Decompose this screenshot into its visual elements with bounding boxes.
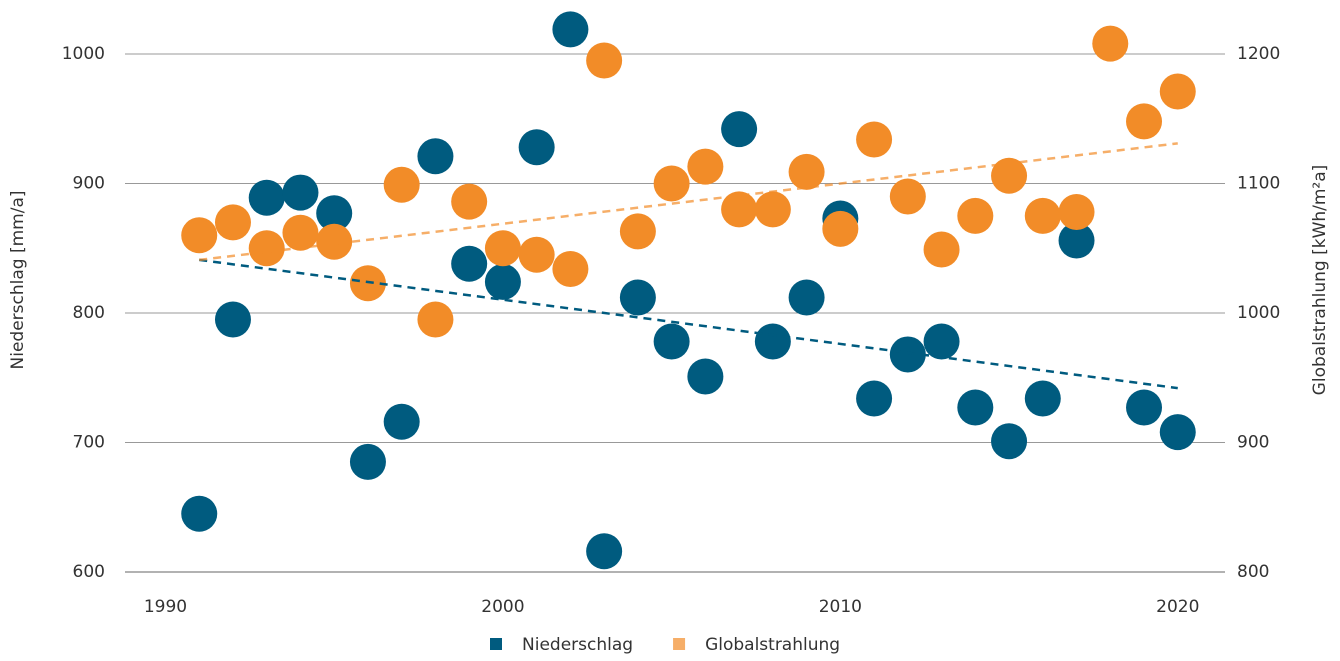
point [856, 121, 893, 158]
y-tick-label: 700 [73, 433, 105, 453]
point [518, 236, 555, 273]
y2-tick-label: 1200 [1237, 44, 1280, 64]
point [417, 138, 454, 175]
point [1092, 25, 1129, 62]
point [653, 165, 690, 202]
point [1058, 193, 1095, 230]
x-tick-label: 2020 [1156, 597, 1199, 617]
point [619, 213, 656, 250]
point [282, 174, 319, 211]
point [282, 214, 319, 251]
point [383, 166, 420, 203]
point [1159, 414, 1196, 451]
x-tick-label: 2000 [481, 597, 524, 617]
y2-tick-label: 1100 [1237, 174, 1280, 194]
point [214, 301, 251, 338]
point [889, 336, 926, 373]
x-tick-label: 1990 [144, 597, 187, 617]
point [316, 195, 353, 232]
point [754, 191, 791, 228]
y2-tick-label: 1000 [1237, 303, 1280, 323]
point [1024, 197, 1061, 234]
point [957, 197, 994, 234]
y-tick-label: 1000 [62, 44, 105, 64]
point [552, 11, 589, 48]
point [248, 179, 285, 216]
legend-label: Niederschlag [522, 635, 633, 655]
y-tick-label: 600 [73, 562, 105, 582]
point [586, 42, 623, 79]
y-tick-label: 900 [73, 174, 105, 194]
point [687, 358, 724, 395]
point [1058, 222, 1095, 259]
point [248, 230, 285, 267]
point [552, 250, 589, 287]
point [822, 210, 859, 247]
point [856, 380, 893, 417]
point [181, 217, 218, 254]
point [417, 301, 454, 338]
point [518, 129, 555, 166]
point [619, 279, 656, 316]
point [754, 323, 791, 360]
point [923, 231, 960, 268]
legend-label: Globalstrahlung [705, 635, 840, 655]
point [1126, 389, 1163, 426]
point [721, 191, 758, 228]
point [687, 148, 724, 185]
point [653, 323, 690, 360]
y2-tick-label: 900 [1237, 433, 1269, 453]
point [1126, 103, 1163, 140]
point [991, 423, 1028, 460]
point [957, 389, 994, 426]
point [451, 245, 488, 282]
point [181, 495, 218, 532]
point [1159, 73, 1196, 110]
point [451, 183, 488, 220]
point [383, 403, 420, 440]
trend-line [199, 142, 1178, 262]
point [788, 153, 825, 190]
point [349, 443, 386, 480]
point [991, 157, 1028, 194]
point [923, 323, 960, 360]
point [586, 533, 623, 570]
point [788, 279, 825, 316]
point [316, 223, 353, 260]
y-axis-label: Niederschlag [mm/a] [8, 191, 28, 370]
point [889, 178, 926, 215]
point [484, 263, 521, 300]
point [484, 230, 521, 267]
y-tick-label: 800 [73, 303, 105, 323]
x-tick-label: 2010 [819, 597, 862, 617]
y2-tick-label: 800 [1237, 562, 1269, 582]
legend-swatch [490, 638, 502, 650]
point [1024, 380, 1061, 417]
point [214, 204, 251, 241]
y2-axis-label: Globalstrahlung [kWh/m²a] [1310, 165, 1330, 396]
trend-line [199, 258, 1178, 390]
legend-swatch [673, 638, 686, 650]
point [721, 111, 758, 148]
